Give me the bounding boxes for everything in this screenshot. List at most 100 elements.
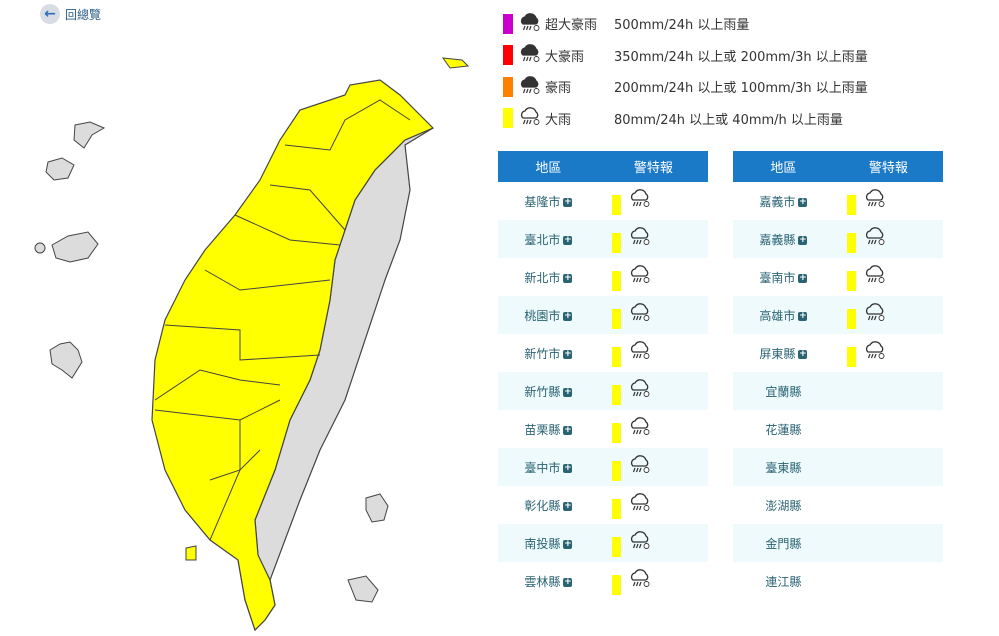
island-green-gray[interactable] — [347, 575, 379, 603]
arrow-left-icon: ← — [40, 4, 60, 24]
table-row: 臺中市 + — [498, 448, 708, 486]
heavy-rain-icon[interactable] — [629, 492, 651, 516]
heavy-rain-icon[interactable] — [629, 226, 651, 250]
heavy-rain-icon[interactable] — [629, 264, 651, 288]
region-cell[interactable]: 新北市 + — [498, 258, 599, 296]
expand-plus-icon[interactable]: + — [798, 272, 808, 283]
table-row: 雲林縣 + — [498, 562, 708, 600]
table-row: 新竹縣 + — [498, 372, 708, 410]
region-cell[interactable]: 南投縣 + — [498, 524, 599, 562]
region-cell[interactable]: 高雄市 + — [733, 296, 834, 334]
expand-plus-icon[interactable]: + — [798, 310, 808, 321]
region-cell[interactable]: 彰化縣 + — [498, 486, 599, 524]
region-name: 金門縣 — [765, 536, 802, 551]
region-cell[interactable]: 連江縣 — [733, 562, 834, 600]
heavy-rain-icon[interactable] — [629, 416, 651, 440]
region-cell[interactable]: 臺東縣 — [733, 448, 834, 486]
region-name: 新竹市 — [524, 346, 561, 361]
warning-cell — [834, 258, 943, 296]
region-cell[interactable]: 雲林縣 + — [498, 562, 599, 600]
island-green[interactable] — [185, 545, 197, 561]
heavy-rain-icon[interactable] — [864, 226, 886, 250]
expand-plus-icon[interactable]: + — [563, 234, 573, 245]
expand-plus-icon[interactable]: + — [563, 310, 573, 321]
island-penghu[interactable] — [49, 341, 83, 379]
legend-item: 大豪雨 350mm/24h 以上或 200mm/3h 以上雨量 — [503, 40, 868, 72]
expand-plus-icon[interactable]: + — [563, 500, 573, 511]
heavy-rain-icon[interactable] — [864, 302, 886, 326]
heavy-rain-icon[interactable] — [629, 568, 651, 592]
region-name: 澎湖縣 — [765, 498, 802, 513]
heavy-rain-icon[interactable] — [629, 530, 651, 554]
warning-color-swatch — [611, 461, 621, 482]
map-region-west-warning[interactable] — [151, 79, 435, 632]
heavy-rain-icon[interactable] — [629, 340, 651, 364]
region-cell[interactable]: 臺南市 + — [733, 258, 834, 296]
expand-plus-icon[interactable]: + — [798, 196, 808, 207]
expand-plus-icon[interactable]: + — [563, 272, 573, 283]
table-row: 嘉義縣 + — [733, 220, 943, 258]
heavy-rain-icon[interactable] — [864, 188, 886, 212]
back-to-overview-button[interactable]: ← 回總覽 — [40, 4, 101, 24]
region-cell[interactable]: 新竹市 + — [498, 334, 599, 372]
region-name: 臺北市 — [524, 232, 561, 247]
legend-description: 80mm/24h 以上或 40mm/h 以上雨量 — [614, 112, 843, 128]
legend-item: 超大豪雨 500mm/24h 以上雨量 — [503, 8, 868, 40]
heavy-rain-icon[interactable] — [864, 340, 886, 364]
legend-color-swatch — [503, 108, 513, 129]
warning-cell — [834, 486, 943, 524]
region-cell[interactable]: 嘉義縣 + — [733, 220, 834, 258]
table-row: 屏東縣 + — [733, 334, 943, 372]
region-cell[interactable]: 新竹縣 + — [498, 372, 599, 410]
expand-plus-icon[interactable]: + — [563, 424, 573, 435]
expand-plus-icon[interactable]: + — [563, 538, 573, 549]
legend-name: 大豪雨 — [545, 49, 585, 65]
heavy-rain-icon[interactable] — [629, 188, 651, 212]
heavy-rain-icon[interactable] — [629, 302, 651, 326]
region-cell[interactable]: 屏東縣 + — [733, 334, 834, 372]
warning-cell — [599, 486, 708, 524]
island-lanyu[interactable] — [365, 493, 389, 523]
region-name: 宜蘭縣 — [765, 384, 802, 399]
warning-cell — [599, 562, 708, 600]
back-label: 回總覽 — [65, 7, 102, 22]
heavy-rain-icon[interactable] — [629, 378, 651, 402]
legend-description: 350mm/24h 以上或 200mm/3h 以上雨量 — [614, 49, 868, 65]
expand-plus-icon[interactable]: + — [563, 576, 573, 587]
region-cell[interactable]: 宜蘭縣 — [733, 372, 834, 410]
legend-name: 超大豪雨 — [545, 18, 598, 34]
warning-color-swatch — [611, 271, 621, 292]
expand-plus-icon[interactable]: + — [798, 234, 808, 245]
island-matsu-b[interactable] — [45, 157, 75, 181]
warning-color-swatch — [846, 233, 856, 254]
region-cell[interactable]: 澎湖縣 — [733, 486, 834, 524]
region-cell[interactable]: 嘉義市 + — [733, 182, 834, 220]
island-matsu[interactable] — [441, 57, 470, 69]
region-cell[interactable]: 金門縣 — [733, 524, 834, 562]
region-cell[interactable]: 苗栗縣 + — [498, 410, 599, 448]
expand-plus-icon[interactable]: + — [563, 348, 573, 359]
region-cell[interactable]: 桃園市 + — [498, 296, 599, 334]
warning-cell — [833, 220, 943, 258]
expand-plus-icon[interactable]: + — [798, 348, 808, 359]
warning-color-swatch — [611, 499, 621, 520]
table-row: 桃園市 + — [498, 296, 708, 334]
table-row: 臺南市 + — [733, 258, 943, 296]
region-cell[interactable]: 花蓮縣 — [733, 410, 834, 448]
region-cell[interactable]: 基隆市 + — [498, 182, 599, 220]
expand-plus-icon[interactable]: + — [563, 196, 573, 207]
island-kinmen[interactable] — [51, 231, 99, 263]
expand-plus-icon[interactable]: + — [563, 462, 573, 473]
island-matsu-a[interactable] — [73, 121, 106, 149]
warning-cell — [598, 448, 708, 486]
region-cell[interactable]: 臺中市 + — [498, 448, 599, 486]
heavy-rain-icon[interactable] — [629, 454, 651, 478]
expand-plus-icon[interactable]: + — [563, 386, 573, 397]
warning-cell — [833, 372, 943, 410]
region-cell[interactable]: 臺北市 + — [498, 220, 599, 258]
table-row: 宜蘭縣 — [733, 372, 943, 410]
heavy-rain-icon[interactable] — [864, 264, 886, 288]
taiwan-warning-map — [34, 57, 470, 632]
warning-cell — [834, 334, 943, 372]
region-name: 屏東縣 — [759, 346, 796, 361]
